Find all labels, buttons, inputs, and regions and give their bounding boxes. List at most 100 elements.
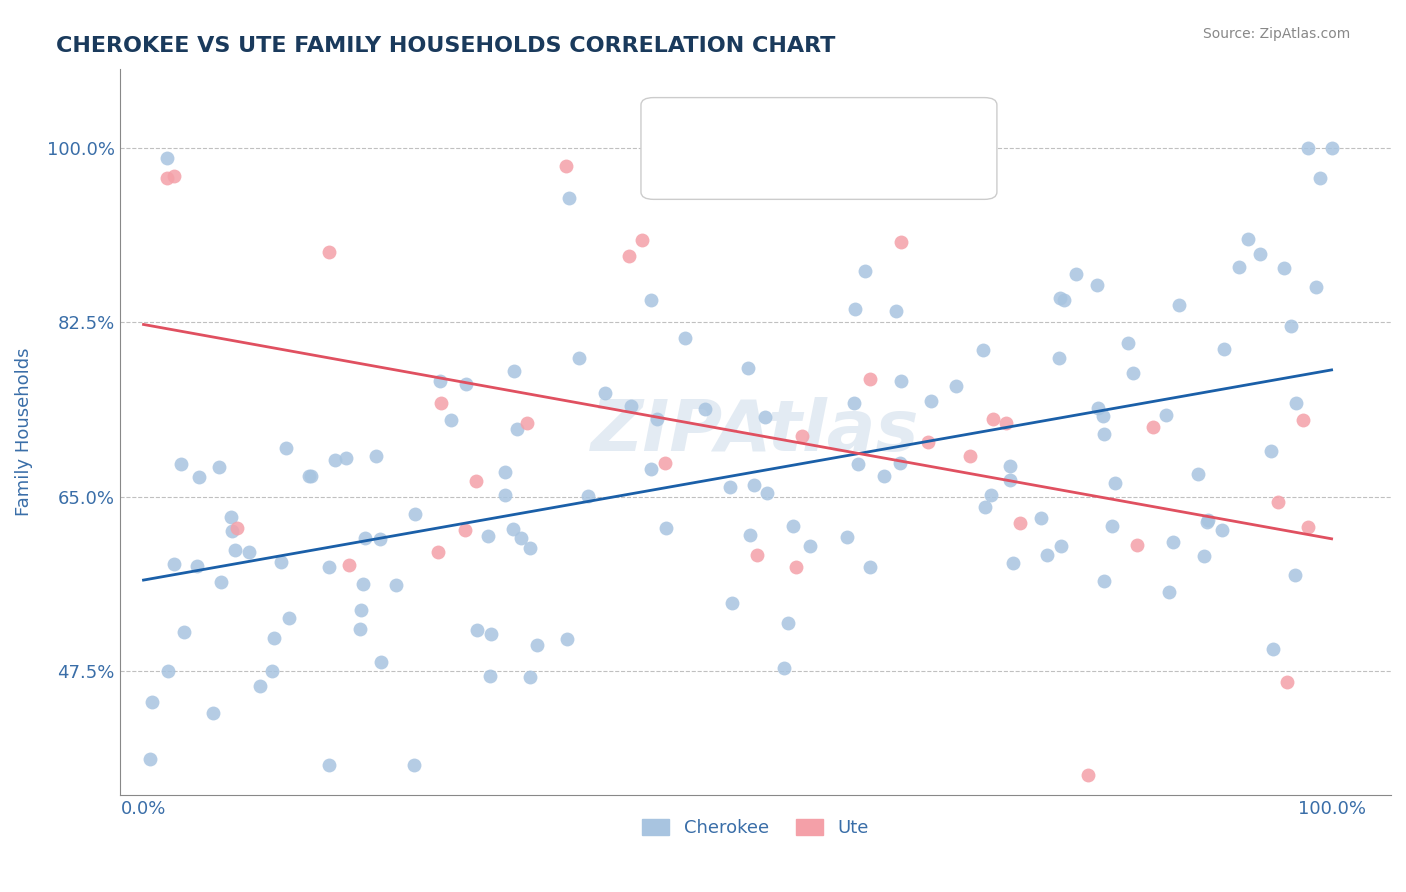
Point — [270, 555, 292, 569]
Point — [1157, 585, 1180, 599]
Point — [519, 541, 541, 555]
Point — [721, 597, 744, 611]
Point — [526, 639, 548, 653]
Point — [754, 409, 776, 424]
Point — [173, 625, 195, 640]
Point — [1284, 568, 1306, 582]
Point — [917, 435, 939, 450]
Point — [1161, 535, 1184, 549]
Point — [201, 706, 224, 720]
Point — [1309, 171, 1331, 186]
Point — [156, 171, 179, 186]
Point — [454, 376, 477, 391]
Point — [1142, 420, 1164, 434]
Point — [654, 456, 676, 470]
Point — [404, 508, 426, 522]
Point — [506, 422, 529, 436]
Point — [384, 578, 406, 592]
Point — [1116, 336, 1139, 351]
Point — [945, 379, 967, 393]
Point — [350, 603, 373, 617]
Point — [1272, 260, 1295, 275]
Point — [1092, 574, 1115, 589]
Point — [318, 560, 340, 574]
Legend: Cherokee, Ute: Cherokee, Ute — [636, 812, 876, 845]
Point — [645, 411, 668, 425]
Point — [426, 545, 449, 559]
Point — [354, 531, 377, 545]
Point — [1154, 409, 1177, 423]
Point — [519, 670, 541, 684]
Point — [477, 529, 499, 543]
Point — [502, 522, 524, 536]
Point — [465, 623, 488, 637]
Point — [1237, 232, 1260, 246]
Point — [1036, 549, 1059, 563]
Point — [404, 757, 426, 772]
Point — [1279, 319, 1302, 334]
Point — [1261, 641, 1284, 656]
Point — [555, 159, 578, 173]
Point — [1010, 516, 1032, 531]
Point — [920, 394, 942, 409]
Point — [1104, 475, 1126, 490]
Point — [1087, 401, 1109, 416]
Point — [737, 360, 759, 375]
Point — [558, 191, 581, 205]
Point — [640, 461, 662, 475]
Point — [785, 559, 807, 574]
Point — [640, 293, 662, 308]
Point — [1296, 141, 1319, 155]
Point — [744, 477, 766, 491]
Point — [1085, 277, 1108, 292]
Point — [873, 469, 896, 483]
Point — [323, 453, 346, 467]
Point — [1211, 523, 1233, 537]
Point — [187, 469, 209, 483]
Point — [844, 302, 866, 317]
Point — [884, 304, 907, 318]
Point — [1053, 293, 1076, 307]
Point — [516, 416, 538, 430]
Point — [429, 375, 451, 389]
Point — [1320, 141, 1343, 155]
Point — [718, 480, 741, 494]
Point — [494, 465, 516, 479]
Point — [1031, 511, 1053, 525]
Point — [208, 459, 231, 474]
Point — [890, 235, 912, 250]
Point — [557, 632, 579, 647]
Point — [1249, 247, 1271, 261]
Point — [693, 402, 716, 417]
Point — [1227, 260, 1250, 275]
Point — [368, 533, 391, 547]
Point — [1192, 549, 1215, 564]
Point — [745, 548, 768, 562]
Point — [998, 473, 1021, 487]
Point — [1197, 513, 1219, 527]
Point — [1187, 467, 1209, 481]
Point — [859, 560, 882, 574]
Point — [619, 249, 641, 263]
Point — [782, 519, 804, 533]
Point — [318, 758, 340, 772]
Point — [141, 695, 163, 709]
Point — [981, 411, 1004, 425]
Point — [890, 374, 912, 388]
Point — [673, 330, 696, 344]
Point — [299, 469, 322, 483]
Point — [478, 668, 501, 682]
Point — [1267, 494, 1289, 508]
Point — [578, 489, 600, 503]
Point — [249, 679, 271, 693]
Point — [430, 396, 453, 410]
Point — [260, 665, 283, 679]
Point — [1077, 768, 1099, 782]
Point — [959, 449, 981, 463]
Point — [837, 530, 859, 544]
Point — [751, 182, 773, 196]
Point — [465, 474, 488, 488]
Point — [1091, 409, 1114, 423]
Point — [263, 631, 285, 645]
Point — [221, 510, 243, 524]
